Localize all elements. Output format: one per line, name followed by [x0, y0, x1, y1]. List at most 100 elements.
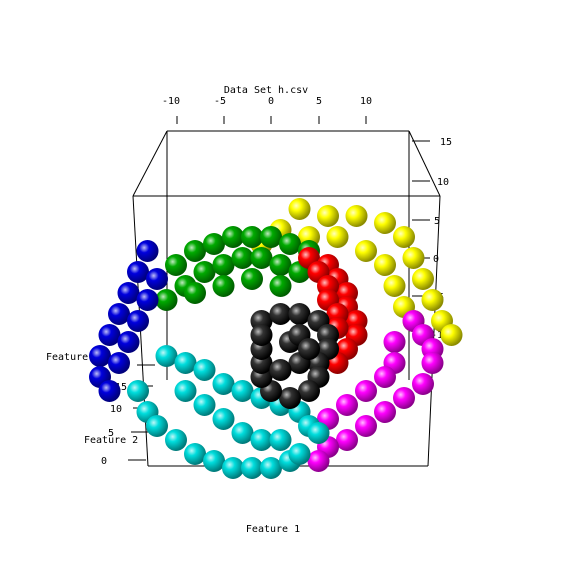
data-point	[374, 366, 396, 388]
data-point	[269, 254, 292, 276]
data-point	[374, 212, 396, 234]
data-point	[174, 380, 197, 402]
data-point	[203, 450, 225, 472]
x-axis-label: Feature 1	[246, 524, 300, 535]
data-point	[165, 429, 187, 451]
data-point	[108, 352, 130, 374]
data-point	[241, 226, 263, 248]
data-point	[269, 275, 292, 297]
data-point	[184, 443, 206, 465]
data-point	[250, 429, 273, 451]
data-point	[146, 415, 168, 437]
data-point	[212, 373, 235, 395]
x-tick-label: -10	[162, 96, 180, 107]
data-point	[222, 457, 244, 479]
data-point	[421, 352, 444, 374]
data-point	[355, 240, 377, 262]
data-point	[402, 247, 425, 269]
right-tick-label: 0	[433, 254, 439, 265]
z-axis-label: Feature 3	[46, 352, 100, 363]
data-point	[317, 205, 339, 227]
x-tick-label: -5	[214, 96, 226, 107]
data-point	[383, 331, 406, 353]
data-point	[326, 226, 349, 248]
data-point	[269, 359, 292, 381]
data-point	[374, 401, 396, 423]
data-point	[184, 282, 206, 304]
data-point	[108, 303, 130, 325]
z-tick-label: 15	[115, 382, 127, 393]
data-point	[260, 226, 282, 248]
data-point	[117, 282, 140, 304]
data-point	[136, 240, 159, 262]
data-point	[355, 415, 377, 437]
data-point	[174, 352, 197, 374]
data-point	[203, 233, 225, 255]
data-point	[355, 380, 377, 402]
data-point	[155, 289, 178, 311]
data-point	[212, 408, 235, 430]
data-point	[269, 303, 292, 325]
data-point	[374, 254, 396, 276]
data-point	[98, 324, 121, 346]
z-tick-label: 0	[101, 456, 107, 467]
data-point	[127, 380, 149, 402]
data-point	[307, 450, 330, 472]
data-point	[336, 394, 358, 416]
data-point	[393, 387, 415, 409]
data-point	[298, 380, 320, 402]
data-point	[412, 373, 434, 395]
y-axis-label: Feature 2	[84, 435, 138, 446]
data-point	[127, 310, 149, 332]
data-point	[155, 345, 178, 367]
data-point	[345, 205, 368, 227]
data-point	[336, 429, 358, 451]
data-point	[193, 394, 216, 416]
box-top-front-left	[132, 130, 168, 197]
data-point	[241, 268, 263, 290]
data-point	[279, 387, 301, 409]
data-point	[146, 268, 168, 290]
data-point	[98, 380, 121, 402]
z-tick-label: 10	[110, 404, 122, 415]
data-point	[117, 331, 140, 353]
data-point	[184, 240, 206, 262]
data-point	[165, 254, 187, 276]
right-tick-label: 10	[437, 177, 449, 188]
x-tick-label: 10	[360, 96, 372, 107]
data-point	[288, 443, 311, 465]
data-point	[412, 268, 434, 290]
data-point	[288, 198, 311, 220]
data-point	[260, 457, 282, 479]
x-tick-label: 0	[268, 96, 274, 107]
data-point	[212, 275, 235, 297]
right-tick-label: -10	[431, 330, 449, 341]
data-point	[231, 380, 254, 402]
data-point	[383, 275, 406, 297]
data-point	[250, 247, 273, 269]
x-tick-label: 5	[316, 96, 322, 107]
data-point	[136, 289, 159, 311]
data-point	[89, 345, 111, 367]
box-top-front-right	[408, 130, 441, 197]
x-tick-lines	[176, 116, 367, 124]
data-point	[222, 226, 244, 248]
data-point	[193, 359, 216, 381]
right-tick-label: 5	[434, 216, 440, 227]
data-points	[89, 198, 463, 479]
box-right-vertical	[427, 195, 441, 467]
data-point	[241, 457, 263, 479]
data-point	[212, 254, 235, 276]
data-point	[307, 422, 330, 444]
data-point	[298, 338, 320, 360]
data-point	[269, 429, 292, 451]
data-point	[127, 261, 149, 283]
data-point	[440, 324, 463, 346]
x-axis: -10 -5 0 5 10	[162, 96, 372, 124]
data-point	[393, 226, 415, 248]
data-point	[250, 324, 273, 346]
right-tick-label: 15	[440, 137, 452, 148]
data-point	[231, 247, 254, 269]
data-point	[279, 233, 301, 255]
